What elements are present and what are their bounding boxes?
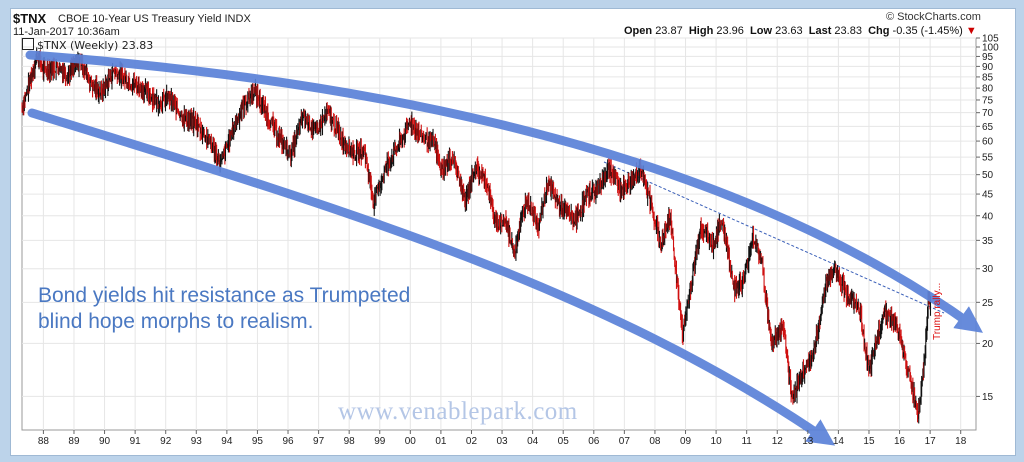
lower-channel-arrow [27,108,836,446]
quote-summary: Open 23.87 High 23.96 Low 23.63 Last 23.… [624,25,977,37]
brand-label: © StockCharts.com [886,11,981,23]
x-tick-label: 17 [925,436,937,447]
x-tick-label: 14 [833,436,845,447]
y-tick-label: 35 [982,236,994,247]
resistance-dotted-line [603,161,945,314]
annotation-line-2: blind hope morphs to realism. [38,310,314,333]
y-tick-label: 85 [982,72,994,83]
annotation-line-1: Bond yields hit resistance as Trumpeted [38,284,411,307]
low-label: Low [750,25,773,37]
x-tick-label: 08 [649,436,661,447]
y-tick-label: 20 [982,339,994,350]
x-tick-label: 05 [558,436,570,447]
chart-datetime: 11-Jan-2017 10:36am [13,26,120,38]
watermark: www.venablepark.com [338,398,578,425]
x-tick-label: 15 [863,436,875,447]
high-value: 23.96 [716,25,744,37]
y-tick-label: 55 [982,153,994,164]
x-tick-label: 92 [160,436,172,447]
y-tick-label: 90 [982,62,994,73]
x-tick-label: 96 [282,436,294,447]
x-tick-label: 12 [772,436,784,447]
x-tick-label: 88 [38,436,50,447]
x-tick-label: 16 [894,436,906,447]
x-tick-label: 06 [588,436,600,447]
chart-frame [10,8,1016,456]
y-tick-label: 105 [982,34,999,45]
high-label: High [688,25,714,37]
y-tick-label: 80 [982,84,994,95]
y-tick-label: 95 [982,52,994,63]
y-tick-label: 60 [982,137,994,148]
y-tick-label: 40 [982,211,994,222]
y-tick-label: 75 [982,95,994,106]
x-axis: 88 89 90 91 92 93 94 95 96 97 98 99 00 01 02 03 04 05 06 07… [38,430,967,447]
x-tick-label: 97 [313,436,325,447]
x-tick-label: 95 [252,436,264,447]
y-tick-label: 65 [982,122,994,133]
x-tick-label: 18 [955,436,967,447]
y-tick-label: 25 [982,298,994,309]
x-tick-label: 03 [496,436,508,447]
x-tick-label: 99 [374,436,386,447]
price-bars [21,47,932,424]
x-tick-label: 10 [711,436,723,447]
x-tick-label: 98 [344,436,356,447]
x-tick-label: 89 [68,436,80,447]
down-arrow-icon: ▼ [965,25,977,37]
last-value: 23.83 [834,25,862,37]
x-tick-label: 09 [680,436,692,447]
open-value: 23.87 [655,25,683,37]
chg-label: Chg [868,25,890,37]
legend-swatch [22,38,34,50]
x-tick-label: 13 [802,436,814,447]
x-tick-label: 11 [741,436,752,447]
x-tick-label: 02 [466,436,478,447]
open-label: Open [624,25,653,37]
y-tick-label: 70 [982,108,994,119]
trump-rally-label: Trump rally... [932,282,943,340]
y-tick-label: 15 [982,392,994,403]
x-tick-label: 90 [99,436,111,447]
last-label: Last [808,25,832,37]
chart-name: CBOE 10-Year US Treasury Yield INDX [58,13,251,25]
chg-value: -0.35 (-1.45%) [892,25,963,37]
upper-channel-arrow [25,50,983,333]
x-tick-label: 93 [191,436,203,447]
x-tick-label: 00 [405,436,417,447]
y-tick-label: 45 [982,190,994,201]
chart-symbol: $TNX [13,11,47,26]
y-tick-label: 100 [982,42,999,53]
y-tick-label: 30 [982,264,994,275]
x-tick-label: 01 [435,436,447,447]
low-value: 23.63 [775,25,803,37]
x-tick-label: 07 [619,436,631,447]
y-tick-label: 50 [982,170,994,181]
annotation-text: Bond yields hit resistance as Trumpeted … [38,283,518,335]
series-legend: $TNX (Weekly) 23.83 [22,38,153,52]
legend-text: $TNX (Weekly) 23.83 [37,39,154,52]
x-tick-label: 94 [221,436,233,447]
x-tick-label: 91 [130,436,142,447]
x-tick-label: 04 [527,436,539,447]
